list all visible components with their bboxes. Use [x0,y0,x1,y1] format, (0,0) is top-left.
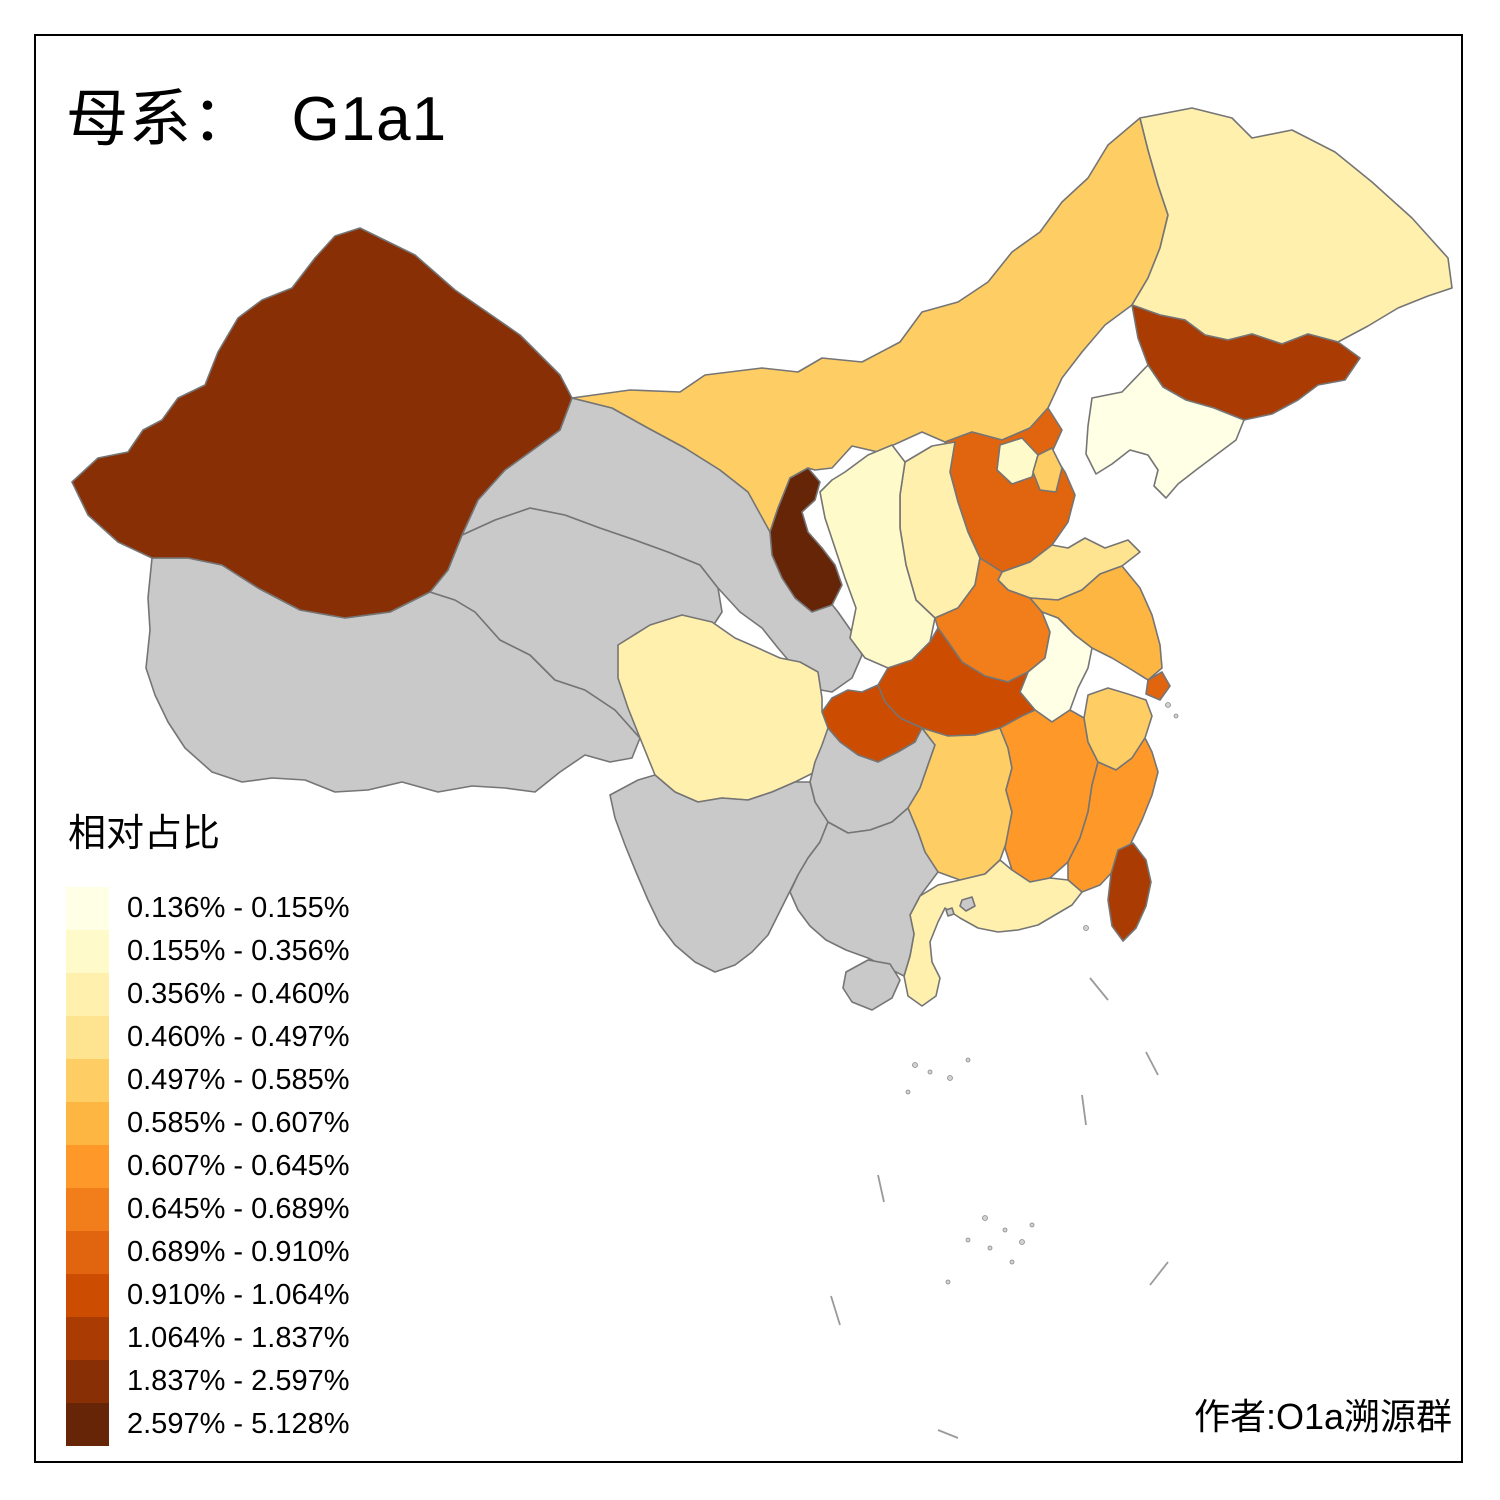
sea-dash-lines [830,977,1169,1439]
legend-swatch [66,1102,109,1145]
legend-label: 0.689% - 0.910% [127,1236,350,1268]
province-taiwan [1107,842,1152,942]
legend-label: 0.645% - 0.689% [127,1193,350,1225]
legend-label: 0.585% - 0.607% [127,1107,350,1139]
province-shanghai [1145,671,1171,701]
island-specks [905,702,1179,1285]
island-speck [1173,713,1179,719]
island-speck [1009,1259,1015,1265]
legend-swatch [66,1188,109,1231]
sea-dash [937,1429,959,1439]
legend-row: 0.136% - 0.155% [66,887,349,930]
island-speck [1019,1239,1025,1245]
province-macau [945,907,955,917]
legend-label: 0.155% - 0.356% [127,935,350,967]
province-guangxi [789,807,939,977]
legend-swatch [66,1317,109,1360]
legend-row: 1.064% - 1.837% [66,1317,349,1360]
legend-row: 0.497% - 0.585% [66,1059,349,1102]
province-beijing [996,437,1039,485]
island-speck [945,1279,951,1285]
legend-title: 相对占比 [68,813,221,855]
island-speck [1002,1227,1008,1233]
legend-swatch [66,1231,109,1274]
legend-label: 0.910% - 1.064% [127,1279,350,1311]
island-speck [1029,1222,1035,1228]
legend-row: 1.837% - 2.597% [66,1360,349,1403]
legend-label: 1.064% - 1.837% [127,1322,350,1354]
author-credit: 作者:O1a溯源群 [1193,1396,1452,1437]
legend-swatch [66,1145,109,1188]
legend-swatch [66,1403,109,1446]
legend-swatch [66,973,109,1016]
island-speck [987,1245,993,1251]
province-guangdong [903,859,1083,1007]
province-liaoning [1085,364,1245,499]
island-speck [905,1089,911,1095]
legend-swatch [66,930,109,973]
province-hainan [842,959,901,1011]
legend-row: 0.645% - 0.689% [66,1188,349,1231]
legend-label: 0.460% - 0.497% [127,1021,350,1053]
sea-dash [1149,1261,1169,1286]
island-speck [982,1215,988,1221]
legend-swatch [66,887,109,930]
legend-label: 0.497% - 0.585% [127,1064,350,1096]
legend-label: 0.356% - 0.460% [127,978,350,1010]
province-tianjin [1032,447,1063,493]
sea-dash [1145,1051,1159,1076]
sea-dash [877,1174,885,1203]
island-speck [912,1062,918,1068]
legend-row: 0.356% - 0.460% [66,973,349,1016]
legend-row: 0.910% - 1.064% [66,1274,349,1317]
sea-dash [1081,1094,1087,1126]
island-speck [965,1057,971,1063]
island-speck [1165,702,1171,708]
legend-row: 0.607% - 0.645% [66,1145,349,1188]
province-hong-kong [959,896,976,912]
island-speck [965,1237,971,1243]
legend-swatch [66,1274,109,1317]
sea-dash [1089,977,1109,1001]
page-title: 母系： G1a1 [66,85,448,154]
legend-row: 0.689% - 0.910% [66,1231,349,1274]
province-heilongjiang [1131,107,1453,345]
legend-label: 1.837% - 2.597% [127,1365,350,1397]
legend-row: 0.460% - 0.497% [66,1016,349,1059]
island-speck [1083,925,1089,931]
island-speck [927,1069,933,1075]
province-xinjiang [71,227,573,619]
legend-swatch [66,1360,109,1403]
province-ningxia [769,467,843,613]
legend-label: 2.597% - 5.128% [127,1408,350,1440]
legend-row: 0.155% - 0.356% [66,930,349,973]
legend-row: 0.585% - 0.607% [66,1102,349,1145]
province-yunnan [609,774,829,973]
legend-swatch [66,1059,109,1102]
legend-swatch [66,1016,109,1059]
sea-dash [830,1295,841,1326]
legend-label: 0.607% - 0.645% [127,1150,350,1182]
legend-label: 0.136% - 0.155% [127,892,350,924]
legend-row: 2.597% - 5.128% [66,1403,349,1446]
island-speck [947,1075,953,1081]
legend: 相对占比 0.136% - 0.155% 0.155% - 0.356% 0.3… [66,802,349,1446]
